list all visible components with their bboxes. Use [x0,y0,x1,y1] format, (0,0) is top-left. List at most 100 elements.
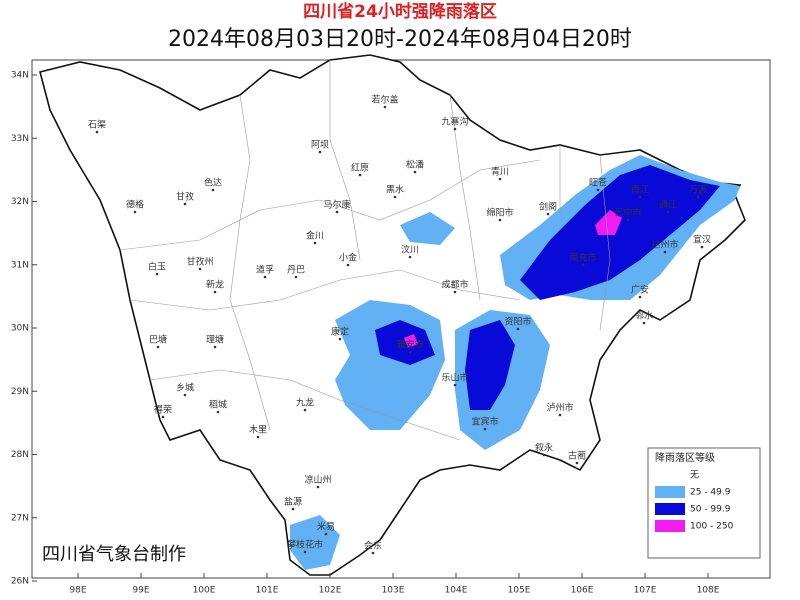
place-dot [483,427,487,431]
place-dot [133,210,137,214]
legend-label: 100 - 250 [690,522,734,532]
legend-swatch [654,468,686,482]
lat-tick-label: 26N [11,577,29,587]
rain-areas [290,155,740,570]
place-dot [324,532,328,536]
place-label: 松潘 [406,159,424,171]
place-dot [291,507,295,511]
legend-swatch [655,486,685,498]
lat-tick-label: 31N [11,260,29,270]
credit: 四川省气象台制作 [42,544,186,565]
place-dot [666,210,670,214]
place-dot [498,218,502,222]
place-dot [213,345,217,349]
legend-label: 50 - 99.9 [690,505,731,515]
place-dot [408,255,412,259]
place-label: 攀枝花市 [287,539,323,551]
lon-tick-label: 98E [69,586,86,596]
rain-area-heavy [375,320,435,365]
legend-swatch [655,503,685,515]
place-label: 红原 [351,162,369,174]
place-dot [542,453,546,457]
place-dot [700,245,704,249]
place-label: 雅安市 [396,339,423,351]
place-dot [558,413,562,417]
place-label: 色达 [204,177,222,189]
place-dot [303,408,307,412]
place-dot [216,410,220,414]
place-dot [183,393,187,397]
place-dot [596,188,600,192]
rain-area-extreme [404,334,418,348]
place-dot [453,127,457,131]
place-dot [581,263,585,267]
legend-label: 25 - 49.9 [690,488,731,498]
place-label: 道孚 [256,264,274,276]
place-dot [294,275,298,279]
place-dot [638,195,642,199]
place-label: 阿坝 [311,140,329,151]
place-dot [338,337,342,341]
rain-area-light [400,212,455,245]
place-dot [575,461,579,465]
place-label: 叙永 [535,442,553,454]
place-label: 理塘 [206,334,224,346]
place-label: 资阳市 [504,316,531,328]
place-label: 旺苍 [589,177,607,189]
place-dot [211,188,215,192]
place-label: 泸州市 [546,402,573,414]
place-label: 青川 [491,166,509,178]
place-dot [413,170,417,174]
lat-tick-label: 32N [11,197,29,207]
place-dot [95,130,99,134]
place-label: 南江 [631,184,649,196]
place-dot [638,295,642,299]
lat-tick-label: 34N [11,71,29,81]
lon-tick-label: 103E [382,586,405,596]
place-dot [313,241,317,245]
place-dot [318,150,322,154]
place-dot [696,195,700,199]
place-label: 邻水 [635,310,653,322]
place-dot [303,550,307,554]
place-dot [383,105,387,109]
title: 四川省24小时强降雨落区 [303,1,497,22]
county-borders [119,60,611,441]
lon-tick-label: 107E [634,586,657,596]
place-label: 巴塘 [149,334,167,346]
lon-tick-label: 101E [256,586,279,596]
lon-tick-label: 102E [319,586,342,596]
place-label: 盐源 [284,496,302,508]
place-label: 若尔盖 [371,94,398,106]
place-label: 德格 [126,199,144,211]
place-label: 黑水 [386,184,404,196]
rain-area-light [290,515,340,570]
lat-tick-label: 29N [11,387,29,397]
place-label: 石渠 [88,119,106,131]
place-label: 康定 [331,326,349,338]
lat-tick-label: 28N [11,450,29,460]
place-label: 九寨沟 [441,116,468,128]
place-dot [498,177,502,181]
place-dot [408,350,412,354]
place-dot [626,218,630,222]
place-label: 南充市 [569,252,596,264]
place-dot [358,173,362,177]
legend-title: 降雨落区等级 [655,451,715,464]
lon-tick-label: 105E [508,586,531,596]
place-label: 成都市 [441,279,468,291]
place-label: 甘孜州 [186,256,213,268]
subtitle: 2024年08月03日20时-2024年08月04日20时 [168,27,632,52]
place-label: 小金 [339,252,357,264]
lat-tick-label: 30N [11,324,29,334]
place-dot [156,345,160,349]
place-dot [346,263,350,267]
place-label: 绵阳市 [486,207,513,219]
place-dot [198,267,202,271]
legend-swatch [655,520,685,532]
lon-tick-label: 106E [571,586,594,596]
place-label: 达州市 [651,239,678,251]
place-label: 新龙 [206,279,224,291]
